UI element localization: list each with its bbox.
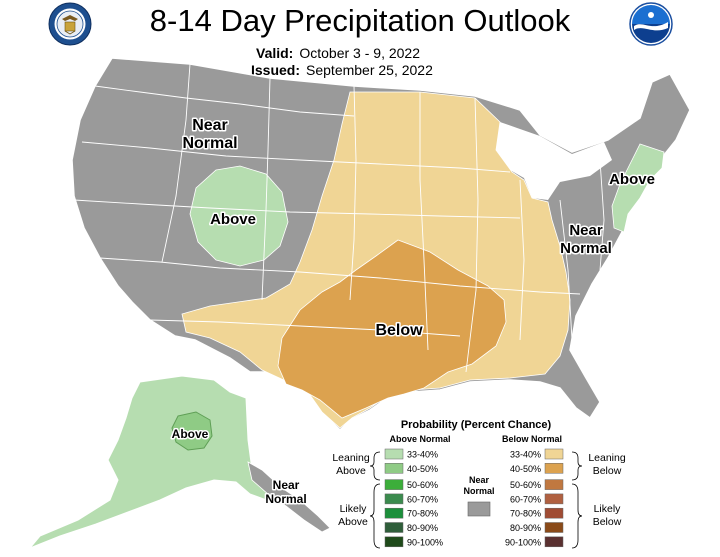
legend-below-bin-label: 90-100% xyxy=(505,537,541,547)
alaska-near-normal-label-line1: Near xyxy=(273,478,300,492)
legend-below-bin-label: 80-90% xyxy=(510,523,541,533)
rockies-above-label: Above xyxy=(210,211,256,228)
doc-seal-icon xyxy=(48,2,92,46)
legend-above-bin-swatch xyxy=(384,448,404,460)
valid-value: October 3 - 9, 2022 xyxy=(299,45,420,61)
legend-above-bin-swatch xyxy=(384,522,404,533)
legend-leaning-below-line1: Leaning xyxy=(588,452,626,464)
state-borders xyxy=(73,63,605,373)
legend-likely-below-line2: Below xyxy=(593,516,622,528)
issued-line: Issued: September 25, 2022 xyxy=(251,61,433,79)
legend: Probability (Percent Chance) Above Norma… xyxy=(332,419,626,549)
west-near-normal-label-line1: Near xyxy=(192,117,228,134)
alaska-above-region xyxy=(29,375,281,549)
legend-above-bin-label: 60-70% xyxy=(407,494,438,504)
legend-above-bin-label: 80-90% xyxy=(407,523,438,533)
southcentral-below-label: Below xyxy=(375,322,423,339)
legend-near-normal-line2: Normal xyxy=(463,486,494,496)
map-title: 8-14 Day Precipitation Outlook xyxy=(149,3,571,38)
legend-leaning-above-line1: Leaning xyxy=(332,452,370,464)
legend-above-bin-label: 90-100% xyxy=(407,537,443,547)
legend-above-bin-label: 40-50% xyxy=(407,464,438,474)
legend-near-normal-line1: Near xyxy=(469,475,490,485)
legend-below-bin-label: 60-70% xyxy=(510,494,541,504)
legend-near-normal-swatch xyxy=(467,501,491,517)
legend-below-bin-swatch xyxy=(544,522,564,533)
valid-label: Valid: xyxy=(256,45,294,61)
legend-below-bin-swatch xyxy=(544,507,564,519)
legend-below-bin-label: 33-40% xyxy=(510,450,541,460)
legend-likely-below-line1: Likely xyxy=(594,503,622,515)
legend-above-bin-swatch xyxy=(384,507,404,519)
alaska-above-label: Above xyxy=(172,427,209,441)
west-near-normal-label-line2: Normal xyxy=(182,135,237,152)
legend-above-header: Above Normal xyxy=(389,434,450,444)
legend-below-bin-label: 70-80% xyxy=(510,509,541,519)
legend-above-bin-swatch xyxy=(384,479,404,490)
legend-below-bins: 33-40% 40-50% 50-60% 60-70% 70-80% 80-90% 90-1… xyxy=(505,448,564,548)
legend-title: Probability (Percent Chance) xyxy=(401,419,552,431)
alaska-above-core xyxy=(171,411,213,451)
legend-below-bin-swatch xyxy=(544,463,564,474)
alaska-near-normal-label-line2: Normal xyxy=(265,492,306,506)
legend-below-header: Below Normal xyxy=(502,434,562,444)
issued-label: Issued: xyxy=(251,62,301,78)
legend-above-bin-swatch xyxy=(384,493,404,505)
legend-leaning-above-line2: Above xyxy=(336,465,366,477)
legend-above-bin-swatch xyxy=(384,463,404,474)
northeast-above-region xyxy=(611,143,665,233)
great-lakes-cutout xyxy=(496,122,612,200)
valid-line: Valid: October 3 - 9, 2022 xyxy=(256,44,420,62)
legend-below-bin-swatch xyxy=(544,493,564,505)
legend-above-bin-label: 33-40% xyxy=(407,450,438,460)
legend-below-bin-swatch xyxy=(544,479,564,490)
legend-below-bin-swatch xyxy=(544,536,564,548)
east-near-normal-label-line1: Near xyxy=(569,222,603,239)
legend-above-bins: 33-40% 40-50% 50-60% 60-70% 70-80% 80-90% 90-1… xyxy=(384,448,443,548)
legend-above-bin-label: 50-60% xyxy=(407,480,438,490)
alaska-panhandle-near-normal xyxy=(247,461,331,533)
legend-below-bin-swatch xyxy=(544,448,564,460)
northeast-above-label: Above xyxy=(609,171,655,188)
legend-likely-above-line1: Likely xyxy=(340,503,368,515)
legend-braces xyxy=(369,451,583,549)
legend-above-bin-label: 70-80% xyxy=(407,509,438,519)
legend-likely-above-line2: Above xyxy=(338,516,368,528)
legend-above-bin-swatch xyxy=(384,536,404,548)
legend-below-bin-label: 50-60% xyxy=(510,480,541,490)
noaa-logo-icon xyxy=(629,2,673,46)
legend-below-bin-label: 40-50% xyxy=(510,464,541,474)
issued-value: September 25, 2022 xyxy=(306,62,433,78)
legend-leaning-below-line2: Below xyxy=(593,465,622,477)
east-near-normal-label-line2: Normal xyxy=(560,240,612,257)
